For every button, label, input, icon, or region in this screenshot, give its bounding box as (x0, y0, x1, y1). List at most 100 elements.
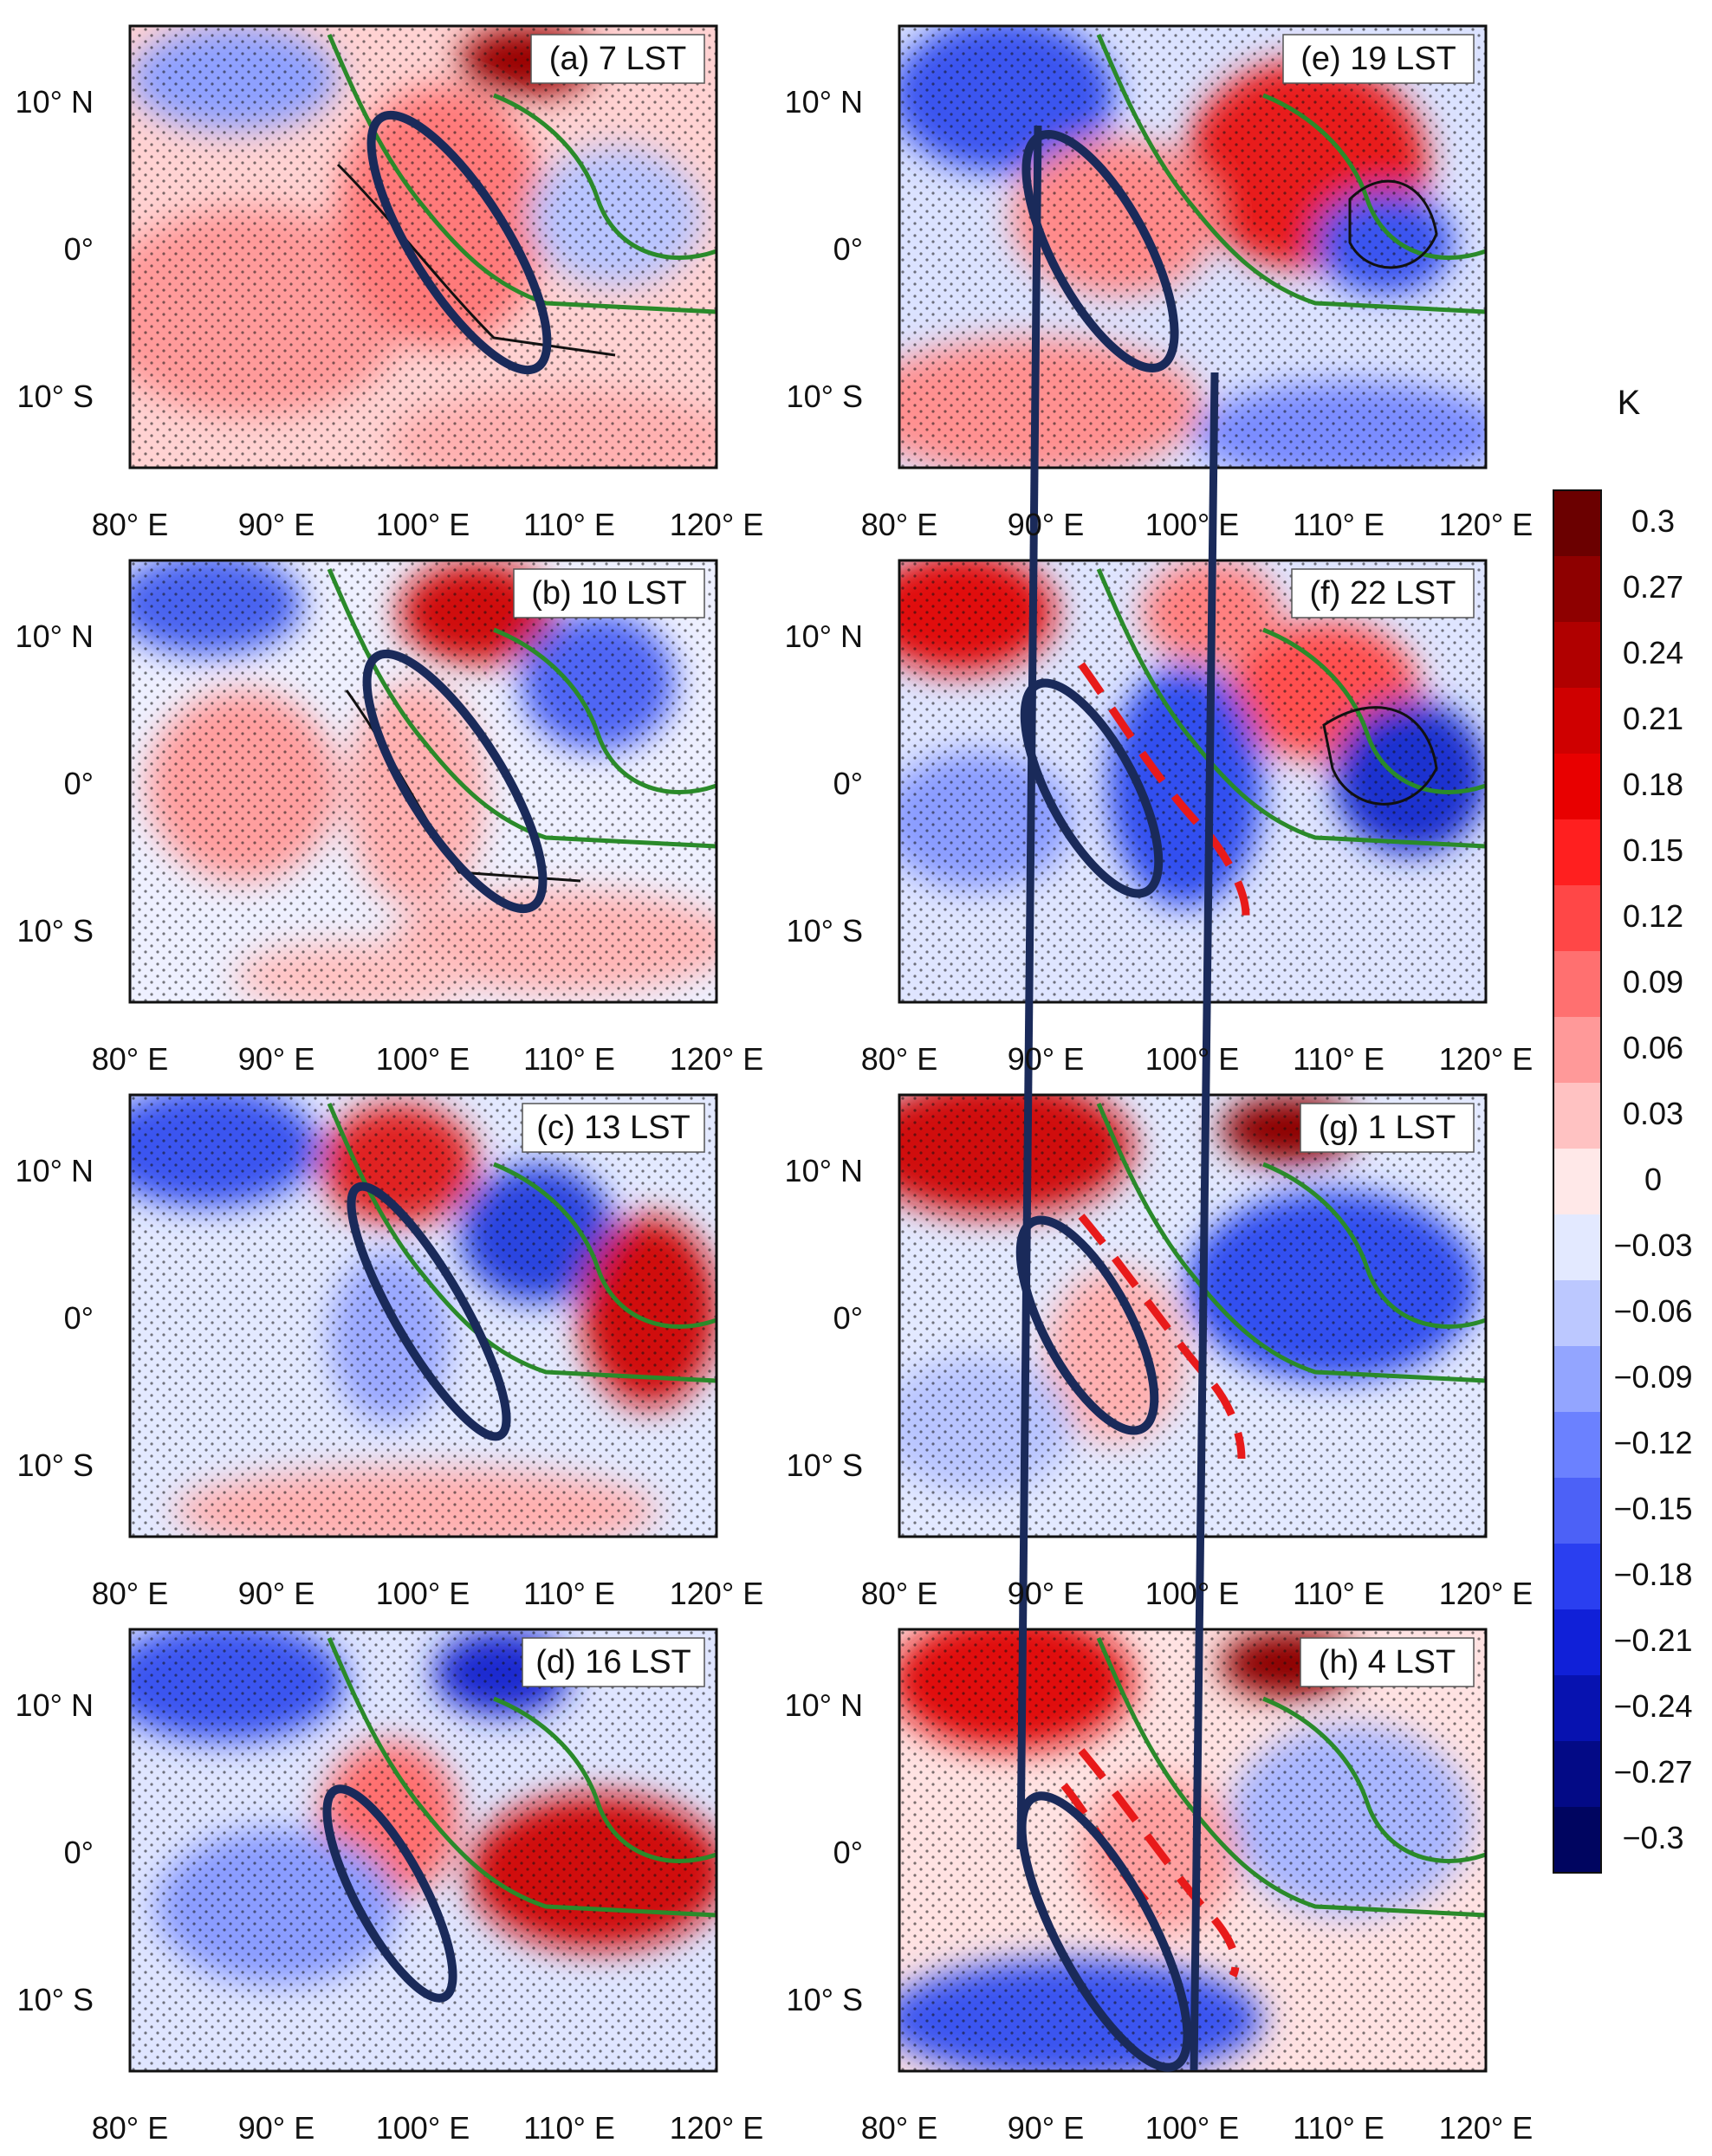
colorbar-label: 0.27 (1623, 569, 1683, 605)
panel-title-d: (d) 16 LST (535, 1644, 691, 1680)
panel-h: (h) 4 LST (898, 1628, 1488, 2073)
colorbar-label: 0 (1644, 1162, 1662, 1197)
panel-e: (e) 19 LST (898, 24, 1488, 469)
y-tick: 0° (833, 766, 863, 801)
colorbar-label: 0.12 (1623, 898, 1683, 934)
panel-d: (d) 16 LST (128, 1628, 718, 2073)
colorbar-swatch (1553, 951, 1601, 1018)
x-tick: 80° E (861, 1576, 937, 1611)
x-tick: 120° E (1439, 507, 1533, 542)
x-tick: 120° E (670, 2110, 763, 2146)
x-tick: 100° E (376, 1576, 470, 1611)
colorbar-swatch (1553, 1609, 1601, 1676)
x-tick: 110° E (1293, 1041, 1385, 1077)
panel-title-c: (c) 13 LST (536, 1110, 690, 1146)
colorbar-label: 0.15 (1623, 832, 1683, 868)
colorbar-swatch (1553, 622, 1601, 689)
colorbar-label: −0.27 (1613, 1754, 1692, 1790)
colorbar-swatch (1553, 1346, 1601, 1413)
colorbar-swatch (1553, 1412, 1601, 1479)
colorbar-label: −0.03 (1613, 1227, 1692, 1263)
x-tick: 100° E (376, 1041, 470, 1077)
colorbar-swatch (1553, 1149, 1601, 1215)
colorbar-unit: K (1618, 384, 1641, 422)
y-tick: 10° S (17, 913, 94, 949)
y-tick: 0° (833, 1300, 863, 1336)
colorbar-label: −0.3 (1622, 1820, 1683, 1855)
x-tick: 90° E (1008, 2110, 1084, 2146)
colorbar-label: 0.18 (1623, 767, 1683, 802)
colorbar-label: 0.3 (1631, 503, 1675, 539)
panel-title-e: (e) 19 LST (1300, 41, 1456, 77)
y-tick: 10° N (785, 1687, 863, 1723)
y-tick: 10° S (17, 379, 94, 414)
x-tick: 120° E (670, 507, 763, 542)
x-tick: 100° E (1145, 1576, 1239, 1611)
y-axis-labels: 10° N 0° 10° S 10° N 0° 10° S 10° N 0° 1… (16, 84, 863, 2017)
x-tick: 110° E (1293, 1576, 1385, 1611)
y-tick: 10° N (785, 618, 863, 654)
y-tick: 10° S (17, 1982, 94, 2017)
y-tick: 10° N (16, 1153, 94, 1188)
colorbar-swatch (1553, 1280, 1601, 1347)
y-tick: 10° N (785, 1153, 863, 1188)
panel-title-a: (a) 7 LST (549, 41, 686, 77)
x-tick: 120° E (1439, 2110, 1533, 2146)
panel-b: (b) 10 LST (128, 559, 718, 1004)
x-tick: 90° E (1008, 1576, 1084, 1611)
x-tick: 90° E (238, 1041, 315, 1077)
colorbar-swatch (1553, 1478, 1601, 1544)
colorbar-swatch (1553, 885, 1601, 952)
y-tick: 0° (64, 231, 94, 267)
x-tick: 80° E (92, 1041, 168, 1077)
x-tick: 110° E (1293, 2110, 1385, 2146)
x-tick: 120° E (1439, 1576, 1533, 1611)
x-tick: 100° E (376, 2110, 470, 2146)
panel-g: (g) 1 LST (898, 1093, 1488, 1538)
panel-a: (a) 7 LST (128, 24, 718, 469)
panel-c: (c) 13 LST (128, 1093, 718, 1538)
x-tick: 110° E (523, 507, 615, 542)
y-tick: 10° N (785, 84, 863, 120)
y-tick: 0° (64, 766, 94, 801)
colorbar-label: −0.12 (1613, 1425, 1692, 1460)
colorbar-label: 0.09 (1623, 964, 1683, 1000)
colorbar-label: −0.15 (1613, 1491, 1692, 1526)
colorbar-swatches (1553, 490, 1601, 1874)
x-tick: 110° E (523, 1041, 615, 1077)
x-tick: 90° E (238, 507, 315, 542)
colorbar-swatch (1553, 1214, 1601, 1281)
x-tick: 80° E (92, 2110, 168, 2146)
x-tick: 80° E (861, 2110, 937, 2146)
panel-title-g: (g) 1 LST (1319, 1110, 1456, 1146)
panel-title-h: (h) 4 LST (1319, 1644, 1456, 1680)
colorbar-swatch (1553, 1741, 1601, 1808)
x-tick: 80° E (861, 1041, 937, 1077)
x-tick: 100° E (1145, 507, 1239, 542)
x-tick: 80° E (92, 1576, 168, 1611)
y-tick: 10° S (787, 913, 863, 949)
y-tick: 0° (833, 1835, 863, 1870)
x-tick: 110° E (523, 2110, 615, 2146)
colorbar-swatch (1553, 490, 1601, 557)
colorbar-swatch (1553, 754, 1601, 820)
x-tick: 110° E (523, 1576, 615, 1611)
x-tick: 100° E (376, 507, 470, 542)
y-tick: 0° (833, 231, 863, 267)
x-tick: 100° E (1145, 2110, 1239, 2146)
x-tick: 90° E (238, 2110, 315, 2146)
colorbar-label: −0.21 (1613, 1622, 1692, 1658)
y-tick: 10° S (787, 379, 863, 414)
y-tick: 10° N (16, 618, 94, 654)
x-tick: 100° E (1145, 1041, 1239, 1077)
colorbar-label: −0.24 (1613, 1688, 1692, 1724)
connector-ellipses (1015, 125, 1219, 2072)
x-tick: 80° E (92, 507, 168, 542)
panel-f: (f) 22 LST (898, 559, 1488, 1004)
colorbar-swatch (1553, 1675, 1601, 1742)
panel-title-b: (b) 10 LST (531, 575, 687, 612)
colorbar-label: −0.09 (1613, 1359, 1692, 1395)
x-axis-labels: 80° E 90° E 100° E 110° E 120° E 80° E 9… (92, 507, 1533, 2146)
x-tick: 90° E (1008, 507, 1084, 542)
